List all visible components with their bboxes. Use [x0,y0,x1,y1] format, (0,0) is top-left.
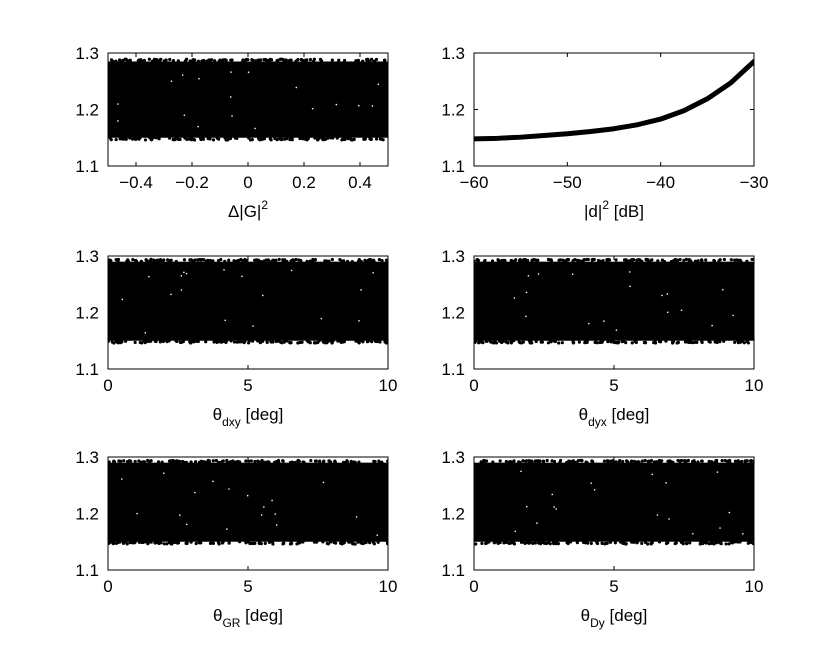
x-tick-label: −0.2 [175,173,209,192]
scatter-band [108,61,388,138]
x-axis-label: θdyx [deg] [579,405,650,429]
x-tick-label: −0.4 [119,173,153,192]
subplot-3: 0 5 10 1.1 1.2 1.3 θdxy [deg] [75,247,397,429]
x-tick-label: −50 [553,173,582,192]
scatter-edge-points [108,458,388,546]
data-layer [474,458,754,546]
y-tick-label: 1.1 [441,360,465,379]
scatter-edge-points [474,257,754,345]
x-tick-label: 5 [609,376,618,395]
x-tick-label: 5 [243,376,252,395]
x-axis-label-units: [dB] [609,202,644,221]
x-tick-label: 0 [469,376,478,395]
subplot-5: 0 5 10 1.1 1.2 1.3 θGR [deg] [75,448,397,630]
x-axis-label-main: θ [213,405,222,424]
y-tick-label: 1.1 [75,157,99,176]
data-layer [108,257,388,345]
scatter-band [108,261,388,341]
y-tick-label: 1.1 [441,561,465,580]
x-axis-label: Δ|G|2 [228,198,268,221]
scatter-edge-points [108,257,388,345]
x-axis-label: θdxy [deg] [213,405,284,429]
y-tick-label: 1.1 [441,157,465,176]
x-axis-label-subscript: dxy [222,415,241,429]
y-tick-label: 1.2 [75,101,99,120]
x-tick-label: 0 [103,577,112,596]
y-tick-label: 1.2 [441,101,465,120]
y-tick-label: 1.3 [441,247,465,266]
curve-line [474,58,754,142]
x-axis-label: θDy [deg] [581,606,648,630]
subplot-6: 0 5 10 1.1 1.2 1.3 θDy [deg] [441,448,763,630]
x-axis-label-units: [deg] [607,405,650,424]
x-tick-label: 10 [379,376,398,395]
scatter-band [474,462,754,542]
y-tick-label: 1.2 [441,304,465,323]
y-tick-label: 1.2 [75,304,99,323]
scatter-speckles [121,269,374,334]
scatter-band [474,261,754,341]
y-tick-label: 1.1 [75,561,99,580]
x-axis-label-main: Δ|G| [228,202,261,221]
x-axis-label-superscript: 2 [261,198,268,212]
scatter-edge-points [474,458,754,546]
subplot-1: −0.4 −0.2 0 0.2 0.4 1.1 1.2 1.3 Δ|G|2 [75,44,389,221]
data-layer [474,58,754,142]
x-axis-label: |d|2 [dB] [584,198,644,221]
x-tick-label: 10 [379,577,398,596]
data-layer [474,257,754,345]
x-axis-label-main: θ [213,606,222,625]
y-tick-label: 1.3 [75,44,99,63]
x-axis-label-superscript: 2 [602,198,609,212]
x-tick-label: 10 [745,577,764,596]
x-axis-label: θGR [deg] [213,606,283,630]
y-tick-label: 1.2 [75,505,99,524]
scatter-speckles [513,271,734,331]
x-tick-label: −60 [460,173,489,192]
x-tick-label: 0 [469,577,478,596]
x-axis-label-subscript: dyx [588,415,607,429]
x-tick-label: 5 [609,577,618,596]
scatter-speckles [121,472,379,536]
axes-box [473,52,755,167]
scatter-speckles [514,470,744,535]
x-axis-label-units: [deg] [241,405,284,424]
data-layer [108,458,388,546]
x-tick-label: 5 [243,577,252,596]
y-tick-label: 1.3 [75,247,99,266]
x-axis-label-main: θ [581,606,590,625]
x-tick-label: 0.4 [348,173,372,192]
x-axis-label-units: [deg] [605,606,648,625]
x-axis-label-main: |d| [584,202,602,221]
x-tick-label: −30 [740,173,769,192]
y-tick-label: 1.3 [441,44,465,63]
scatter-speckles [117,71,380,130]
y-tick-label: 1.1 [75,360,99,379]
x-tick-label: 10 [745,376,764,395]
scatter-edge-points [108,57,387,142]
data-layer [108,57,388,142]
x-axis-label-main: θ [579,405,588,424]
scatter-band [108,462,388,542]
y-tick-label: 1.3 [441,448,465,467]
x-tick-label: 0 [103,376,112,395]
subplot-2: −60 −50 −40 −30 1.1 1.2 1.3 |d|2 [dB] [441,44,768,221]
x-tick-label: 0.2 [292,173,316,192]
x-axis-label-subscript: Dy [590,616,605,630]
y-tick-label: 1.2 [441,505,465,524]
x-axis-label-units: [deg] [240,606,283,625]
subplot-4: 0 5 10 1.1 1.2 1.3 θdyx [deg] [441,247,763,429]
x-tick-label: 0 [243,173,252,192]
y-tick-label: 1.3 [75,448,99,467]
x-tick-label: −40 [646,173,675,192]
x-axis-label-subscript: GR [222,616,240,630]
